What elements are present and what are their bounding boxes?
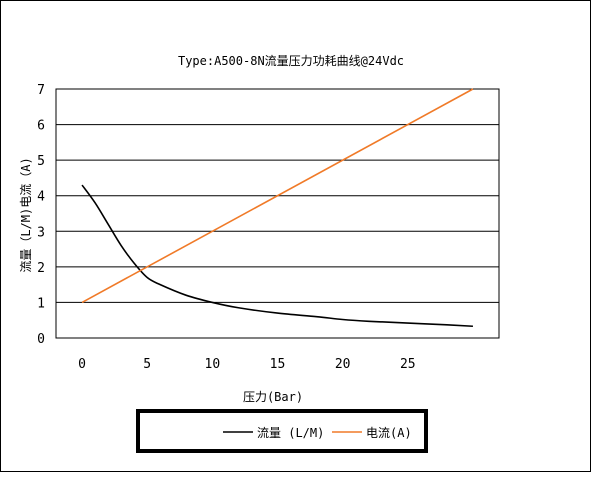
x-tick-label: 0 bbox=[78, 357, 86, 372]
y-tick-label: 5 bbox=[37, 154, 45, 169]
legend-label: 流量 (L/M) bbox=[257, 426, 324, 440]
series-line-1 bbox=[81, 88, 474, 304]
y-tick-labels: 0 1 2 3 4 5 6 7 bbox=[37, 83, 45, 347]
series-line-0 bbox=[81, 184, 473, 328]
series-group bbox=[81, 88, 474, 328]
y-tick-label: 7 bbox=[37, 83, 45, 98]
x-tick-label: 10 bbox=[205, 357, 221, 372]
y-tick-label: 6 bbox=[37, 119, 45, 134]
x-tick-label: 20 bbox=[335, 357, 351, 372]
legend: 流量 (L/M) 电流(A) bbox=[223, 426, 412, 440]
y-tick-label: 0 bbox=[37, 332, 45, 347]
y-tick-label: 1 bbox=[37, 296, 45, 311]
x-tick-labels: 0 5 10 15 20 25 bbox=[78, 357, 415, 372]
plot-area bbox=[55, 88, 500, 339]
gridlines bbox=[56, 124, 499, 303]
y-tick-label: 4 bbox=[37, 190, 45, 205]
x-tick-label: 15 bbox=[270, 357, 286, 372]
y-tick-label: 2 bbox=[37, 261, 45, 276]
y-axis-label: 流量（L/M)电流（A) bbox=[19, 157, 33, 272]
legend-box bbox=[136, 409, 428, 453]
y-tick-label: 3 bbox=[37, 225, 45, 240]
x-tick-label: 25 bbox=[400, 357, 416, 372]
x-tick-label: 5 bbox=[143, 357, 151, 372]
x-axis-label: 压力(Bar) bbox=[243, 390, 303, 404]
legend-label: 电流(A) bbox=[366, 426, 412, 440]
chart-title: Type:A500-8N流量压力功耗曲线@24Vdc bbox=[178, 54, 404, 68]
